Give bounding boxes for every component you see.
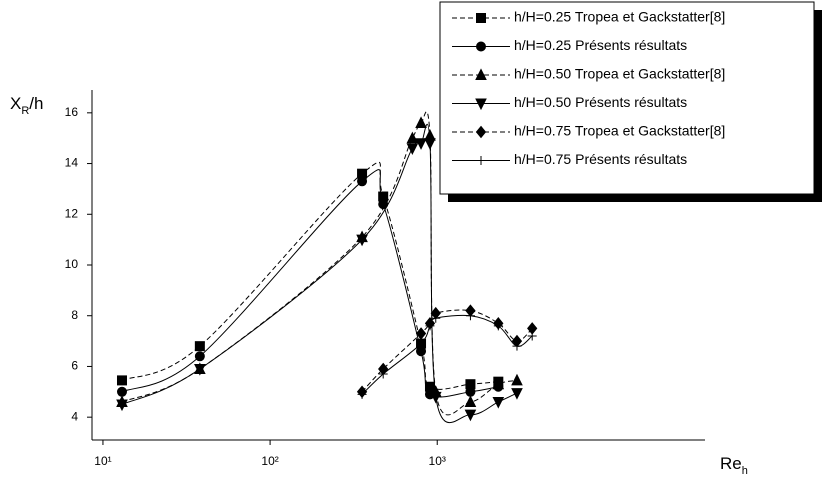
marker-circle <box>465 386 476 397</box>
marker-triangle-down <box>511 388 523 400</box>
marker-plus <box>493 321 503 331</box>
y-axis-label: XR/h <box>10 94 43 116</box>
marker-triangle-down <box>464 409 477 422</box>
legend-label: h/H=0.50 Tropea et Gackstatter[8] <box>514 66 725 82</box>
y-tick-label: 8 <box>71 308 78 322</box>
y-tick-label: 14 <box>65 156 79 170</box>
x-axis-label: Reh <box>720 454 748 476</box>
marker-triangle-down <box>194 363 206 376</box>
marker-square <box>116 375 127 386</box>
marker-plus <box>512 341 522 351</box>
marker-circle <box>357 176 368 187</box>
marker-triangle-down <box>406 143 419 155</box>
y-tick-label: 6 <box>71 359 78 373</box>
y-label-rest: /h <box>29 94 43 113</box>
legend-box <box>439 1 815 195</box>
marker-triangle-down <box>424 138 436 150</box>
marker-triangle-up <box>492 377 505 390</box>
marker-triangle-up <box>464 395 477 407</box>
y-tick-label: 10 <box>65 257 79 271</box>
marker-triangle-up <box>511 373 523 386</box>
series-line <box>361 314 533 395</box>
marker-circle <box>194 351 205 362</box>
marker-triangle-up <box>406 131 419 144</box>
x-tick-label: 10³ <box>429 454 446 468</box>
y-label-main: X <box>10 94 21 113</box>
marker-diamond <box>475 125 487 139</box>
marker-triangle-down <box>429 391 442 404</box>
marker-circle <box>116 386 127 397</box>
x-tick-label: 10¹ <box>94 454 111 468</box>
y-tick-label: 16 <box>65 105 79 119</box>
legend-label: h/H=0.75 Tropea et Gackstatter[8] <box>514 123 725 139</box>
y-tick-label: 12 <box>65 206 79 220</box>
x-label-main: Re <box>720 454 742 473</box>
marker-triangle-down <box>116 399 128 412</box>
marker-plus <box>416 339 426 349</box>
marker-triangle-down <box>415 138 427 150</box>
legend-label: h/H=0.25 Tropea et Gackstatter[8] <box>514 9 725 25</box>
marker-plus <box>431 313 441 323</box>
marker-plus <box>357 389 367 399</box>
y-tick-label: 4 <box>71 409 78 423</box>
legend-label: h/H=0.25 Présents résultats <box>514 37 687 53</box>
y-label-sub: R <box>21 105 29 117</box>
series-line <box>121 169 499 398</box>
marker-plus <box>425 321 435 331</box>
marker-plus <box>378 369 388 379</box>
x-label-sub: h <box>742 465 748 477</box>
marker-diamond <box>415 327 427 340</box>
marker-square <box>476 13 486 23</box>
marker-plus <box>476 156 486 165</box>
marker-square <box>194 341 205 352</box>
marker-plus <box>465 311 475 321</box>
series-line <box>121 161 499 390</box>
marker-circle <box>476 41 486 52</box>
marker-triangle-down <box>475 98 487 111</box>
marker-triangle-up <box>475 68 487 80</box>
marker-triangle-down <box>492 396 505 409</box>
x-tick-label: 10² <box>261 454 278 468</box>
series-line <box>361 309 533 393</box>
marker-triangle-up <box>415 116 427 128</box>
marker-plus <box>527 331 537 341</box>
marker-triangle-down <box>356 234 368 247</box>
legend-label: h/H=0.50 Présents résultats <box>514 94 687 110</box>
legend-label: h/H=0.75 Présents résultats <box>514 151 687 167</box>
